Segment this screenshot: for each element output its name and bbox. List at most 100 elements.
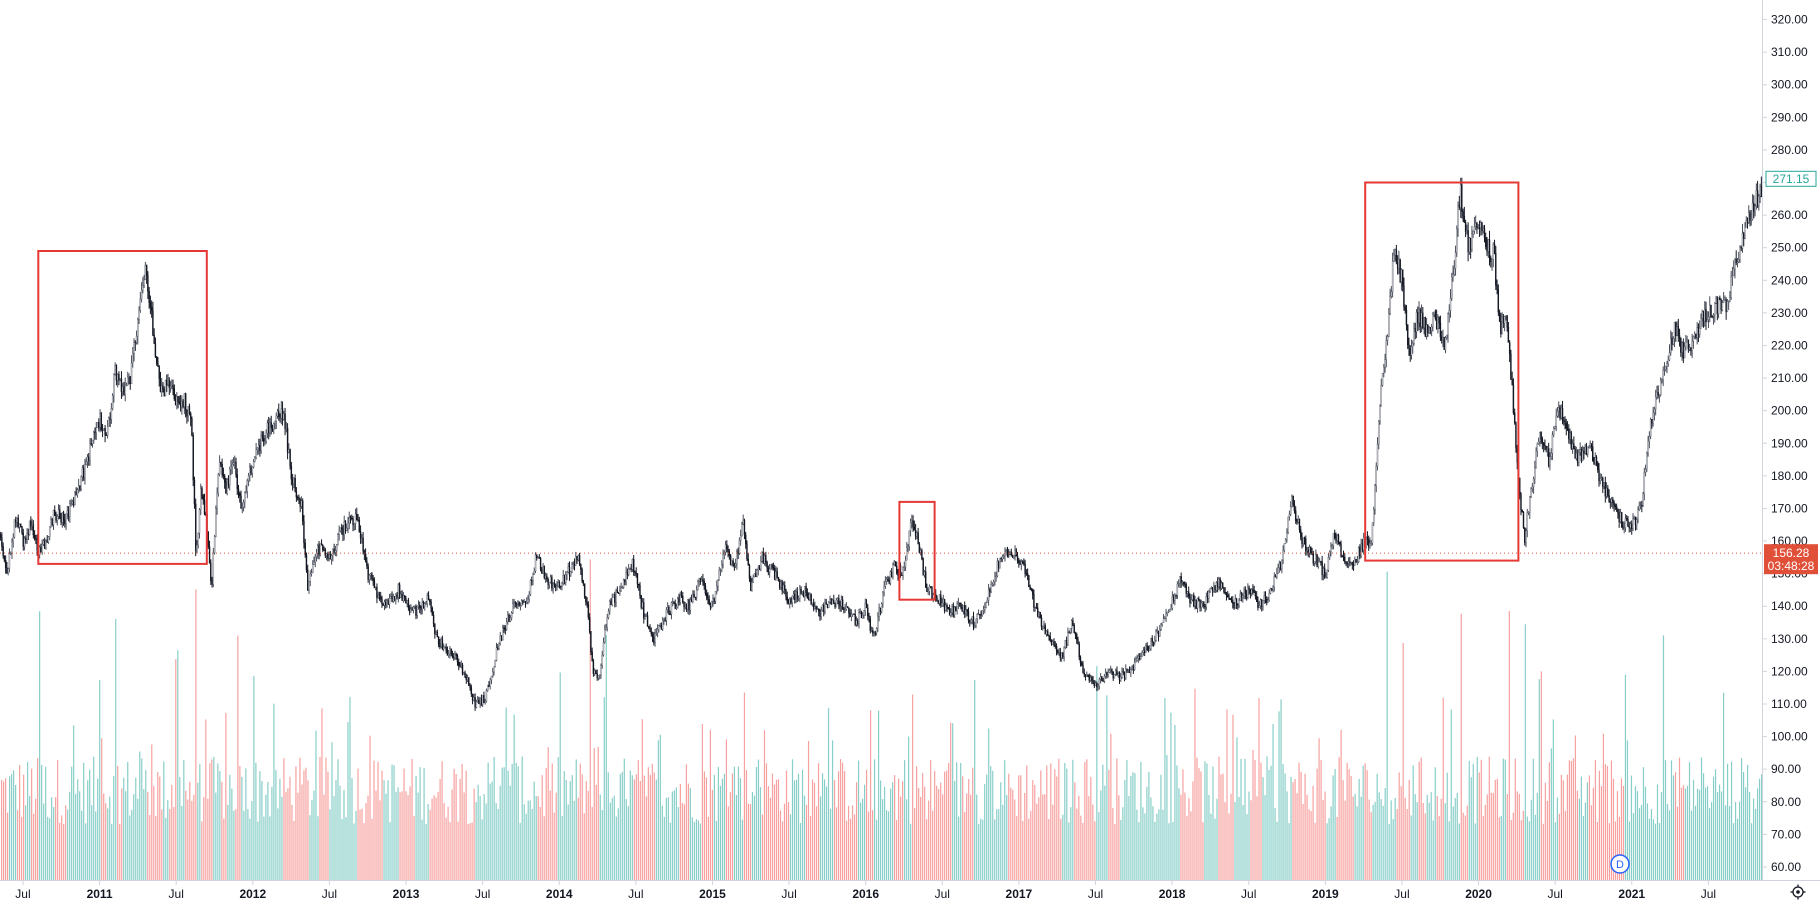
candle-body <box>278 410 280 417</box>
volume-bar <box>455 773 457 880</box>
candle-body <box>981 610 984 616</box>
volume-bar <box>381 770 383 880</box>
volume-bar <box>423 767 425 880</box>
volume-bar <box>653 772 655 880</box>
candle-body <box>408 607 411 613</box>
volume-bar <box>1610 760 1613 880</box>
candle-body <box>1279 563 1282 569</box>
candle-body <box>1193 594 1195 607</box>
volume-bar <box>383 780 385 880</box>
dividends-badge[interactable]: D <box>1610 854 1630 874</box>
candle-body <box>1347 561 1350 564</box>
volume-bar <box>1266 756 1268 880</box>
volume-bar <box>1208 794 1210 880</box>
candle-body <box>1391 260 1394 293</box>
volume-bar <box>1082 822 1084 880</box>
volume-bar <box>833 780 836 880</box>
highlight-box[interactable] <box>1364 181 1520 562</box>
candle-body <box>308 581 310 590</box>
volume-bar <box>954 780 956 880</box>
candle-body <box>1339 542 1341 544</box>
candle-body <box>609 601 611 612</box>
candle-body <box>1334 533 1336 539</box>
settings-gear-icon[interactable] <box>1790 884 1806 900</box>
candle-body <box>1573 443 1575 449</box>
time-tick-label: 2018 <box>1159 887 1186 901</box>
volume-bar <box>1380 799 1382 880</box>
candle-body <box>1050 639 1053 645</box>
candle-body <box>1141 652 1143 657</box>
volume-bar <box>1630 775 1633 880</box>
candle-body <box>906 547 908 561</box>
candle-body <box>7 568 9 573</box>
volume-bar <box>1528 821 1530 880</box>
candle-body <box>875 628 878 634</box>
candle-body <box>1303 537 1306 539</box>
highlight-box[interactable] <box>37 250 208 565</box>
volume-bar <box>605 635 607 880</box>
candle-body <box>9 552 12 555</box>
candle-body <box>129 376 131 385</box>
candle-body <box>1122 671 1124 673</box>
volume-bar <box>1586 782 1588 880</box>
high-price-marker: 271.15 <box>1765 170 1817 187</box>
time-axis[interactable]: Jul 2011 Jul 2012 Jul 2013 Jul 2014 Jul 2015 Jul 20… <box>15 880 1716 901</box>
candle-body <box>1670 338 1672 353</box>
candle-body <box>592 661 595 674</box>
candle-body <box>992 581 995 585</box>
volume-bar <box>135 777 137 880</box>
volume-bar <box>1708 808 1711 880</box>
candle-body <box>1111 669 1113 673</box>
candle-body <box>698 578 700 582</box>
candle-body <box>310 572 313 575</box>
candle-body <box>493 666 495 673</box>
candle-body <box>836 598 839 601</box>
candle-body <box>449 648 451 655</box>
candle-body <box>319 543 322 555</box>
volume-bar <box>557 757 559 880</box>
candle-body <box>554 585 557 587</box>
volume-bar <box>767 786 770 880</box>
candle-body <box>1744 227 1746 239</box>
volume-bar <box>27 761 29 880</box>
candle-body <box>476 699 479 703</box>
volume-bar <box>779 810 782 880</box>
volume-bar <box>163 761 165 880</box>
candle-body <box>611 597 613 606</box>
highlight-boxes[interactable] <box>37 181 1520 601</box>
volume-bar <box>1674 772 1677 880</box>
volume-bar <box>1316 768 1318 880</box>
candle-body <box>1219 578 1221 589</box>
candle-body <box>186 410 188 417</box>
candle-body <box>773 568 776 580</box>
volume-bar <box>461 763 463 880</box>
candle-body <box>330 555 333 560</box>
volume-bar <box>1146 786 1148 880</box>
candle-body <box>1709 304 1711 318</box>
candle-body <box>1047 631 1049 636</box>
candle-body <box>1352 564 1355 566</box>
volume-bar <box>1732 823 1735 880</box>
highlight-box[interactable] <box>898 500 936 601</box>
candle-body <box>1554 426 1556 429</box>
volume-bar <box>313 790 315 880</box>
candle-body <box>1497 289 1500 313</box>
candle-body <box>888 579 890 584</box>
candle-body <box>1175 595 1177 597</box>
candle-body <box>116 374 119 381</box>
candle-body <box>1604 482 1607 497</box>
candle-body <box>294 478 296 493</box>
candle-body <box>1692 336 1695 342</box>
volume-bar <box>249 818 251 880</box>
candle-body <box>1188 591 1190 598</box>
volume-bar <box>1638 808 1641 880</box>
candle-body <box>1711 315 1713 317</box>
candle-body <box>634 571 636 573</box>
candle-body <box>1225 592 1228 596</box>
candle-body <box>1665 366 1667 370</box>
volume-bar <box>367 795 369 880</box>
volume-bar <box>976 794 978 880</box>
candle-body <box>11 541 13 554</box>
